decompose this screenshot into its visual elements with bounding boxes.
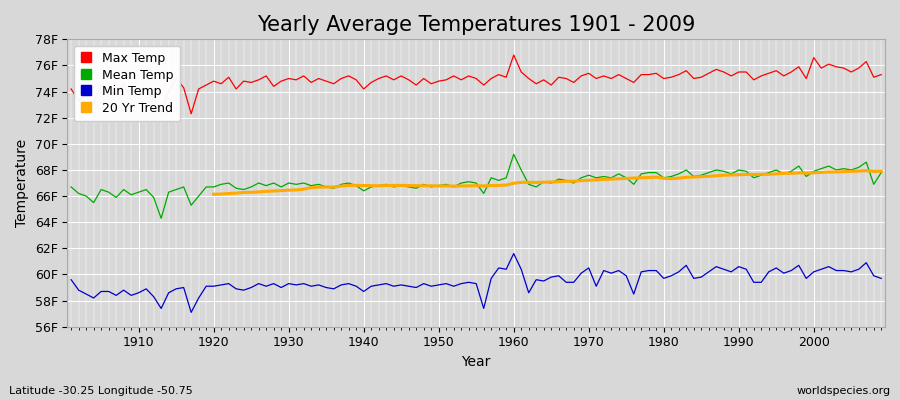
X-axis label: Year: Year bbox=[462, 355, 490, 369]
Text: worldspecies.org: worldspecies.org bbox=[796, 386, 891, 396]
Title: Yearly Average Temperatures 1901 - 2009: Yearly Average Temperatures 1901 - 2009 bbox=[257, 15, 696, 35]
Text: Latitude -30.25 Longitude -50.75: Latitude -30.25 Longitude -50.75 bbox=[9, 386, 193, 396]
Y-axis label: Temperature: Temperature bbox=[15, 139, 29, 227]
Legend: Max Temp, Mean Temp, Min Temp, 20 Yr Trend: Max Temp, Mean Temp, Min Temp, 20 Yr Tre… bbox=[74, 46, 180, 121]
